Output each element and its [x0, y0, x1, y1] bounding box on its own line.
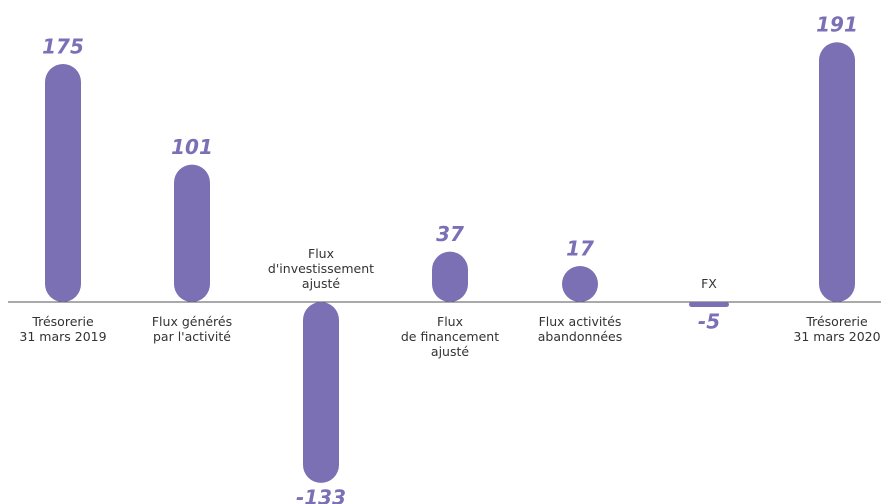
category-label: Flux générés par l'activité — [152, 314, 232, 344]
value-label: -5 — [698, 310, 720, 334]
value-label: 101 — [171, 135, 213, 159]
category-label: FX — [701, 276, 717, 291]
category-label: Flux d'investissement ajusté — [268, 246, 374, 291]
value-label: -133 — [296, 485, 346, 504]
value-label: 191 — [816, 13, 858, 37]
bar — [689, 302, 729, 307]
bar — [45, 64, 81, 302]
bar — [303, 302, 339, 483]
value-label: 17 — [566, 237, 594, 261]
value-label: 37 — [436, 222, 464, 246]
bar — [174, 164, 210, 302]
category-label: Trésorerie 31 mars 2020 — [793, 314, 880, 344]
category-label: Flux de financement ajusté — [401, 314, 499, 359]
category-label: Flux activités abandonnées — [538, 314, 623, 344]
bar — [562, 266, 598, 302]
bar — [819, 42, 855, 303]
bar — [432, 251, 468, 302]
value-label: 175 — [42, 35, 84, 59]
category-label: Trésorerie 31 mars 2019 — [19, 314, 106, 344]
